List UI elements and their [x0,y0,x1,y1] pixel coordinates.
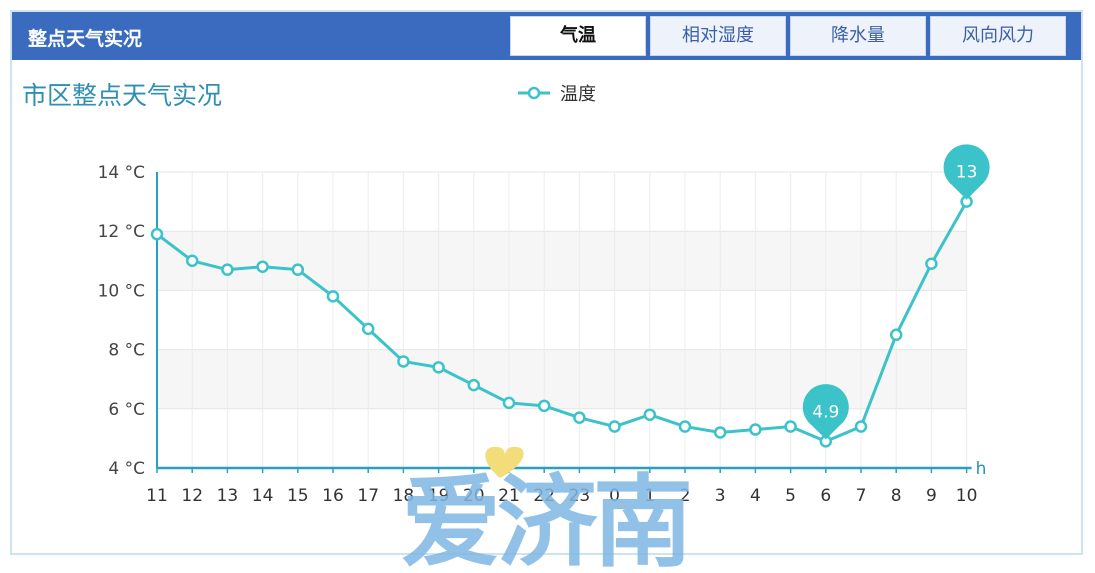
data-point [889,328,903,342]
chart-markers: 4.9 13 [802,144,990,440]
marker-pin-min [802,384,849,440]
x-tick-label: 13 [217,486,239,506]
data-point [573,411,586,424]
x-tick-label: 21 [498,486,520,506]
x-tick-label: 0 [609,486,620,506]
marker-label-max: 13 [956,163,978,183]
data-point [608,420,621,433]
marker-pin-max [943,144,990,200]
data-point [537,399,551,413]
x-tick-label: 16 [322,486,344,506]
x-tick-label: 10 [956,486,978,506]
x-tick-label: 9 [926,486,937,506]
panel-header: 整点天气实况 气温 相对湿度 降水量 风向风力 [12,12,1081,60]
y-tick-label: 4 °C [108,459,145,479]
legend-label: 温度 [560,84,596,105]
chart-axes: h4 °C6 °C8 °C10 °C12 °C14 °C11 12 13 14 15 16… [98,163,987,506]
data-point [784,420,797,433]
x-tick-label: 17 [357,486,379,506]
data-point [749,423,762,436]
data-point [150,227,164,241]
x-tick-label: 18 [393,486,415,506]
marker-label-min: 4.9 [812,402,839,422]
y-tick-label: 8 °C [108,341,145,361]
x-tick-label: 11 [146,486,168,506]
y-tick-label: 10 °C [98,281,145,301]
watermark-text: 爱济南 [401,464,689,573]
panel-title: 整点天气实况 [28,28,143,50]
x-tick-label: 8 [891,486,902,506]
data-point [256,260,269,273]
x-tick-label: 15 [287,486,309,506]
x-tick-label: 22 [533,486,555,506]
data-point [713,426,727,439]
x-tick-label: 2 [680,486,691,506]
watermark-heart-icon [485,446,524,478]
x-tick-label: 1 [644,486,655,506]
data-point [643,408,657,421]
data-point [502,396,516,410]
tab-wind[interactable]: 风向风力 [930,16,1066,56]
watermark: 爱济南 [401,446,693,573]
x-axis-unit: h [976,459,987,479]
tab-humidity[interactable]: 相对湿度 [650,16,786,56]
y-tick-label: 12 °C [98,222,145,242]
data-point [326,290,340,303]
data-point [854,420,868,433]
x-tick-label: 20 [463,486,485,506]
data-point [361,322,375,336]
x-tick-label: 12 [181,486,203,506]
data-point [467,378,481,392]
data-point [221,263,234,276]
x-tick-label: 23 [569,486,591,506]
x-tick-label: 4 [750,486,761,506]
data-point [397,355,410,368]
chart-grid [157,171,968,469]
grid-band [157,231,967,291]
legend-symbol [527,86,541,100]
x-tick-label: 3 [715,486,726,506]
x-tick-label: 14 [252,486,274,506]
data-point [291,263,305,276]
data-point [678,420,692,433]
x-tick-label: 6 [820,486,831,506]
data-point [432,361,445,374]
chart-legend[interactable]: 温度 [518,84,596,105]
chart-series [150,195,973,448]
data-point [185,254,199,268]
y-tick-label: 14 °C [98,163,145,183]
chart-title: 市区整点天气实况 [22,81,223,110]
tab-temperature[interactable]: 气温 [510,16,646,56]
x-tick-label: 5 [785,486,796,506]
x-tick-label: 7 [856,486,867,506]
y-tick-label: 6 °C [108,400,145,420]
x-tick-label: 19 [428,486,450,506]
tab-precipitation[interactable]: 降水量 [790,16,926,56]
data-point [925,257,938,271]
